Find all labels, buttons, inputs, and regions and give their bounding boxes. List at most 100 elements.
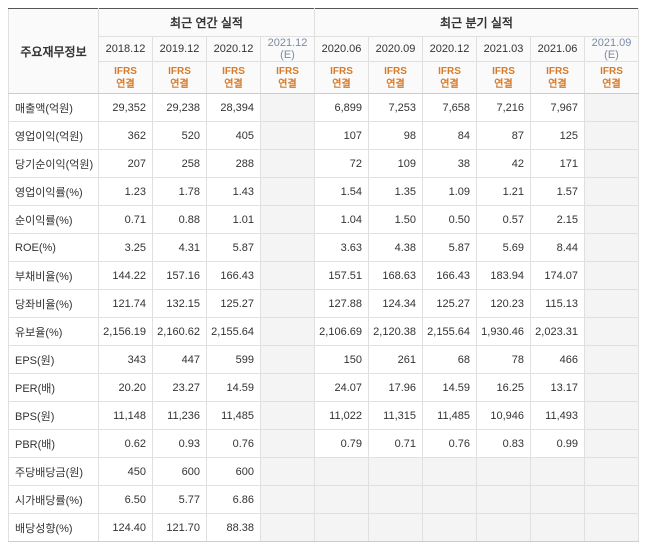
cell-value: 183.94 [477,262,531,290]
cell-value [585,122,639,150]
cell-value [477,458,531,486]
row-label: 당기순이익(억원) [9,150,99,178]
annual-group-header: 최근 연간 실적 [99,9,315,37]
cell-value [585,290,639,318]
cell-value: 88.38 [207,514,261,542]
period-header: 2021.06 [531,37,585,62]
cell-value [261,262,315,290]
period-header: 2019.12 [153,37,207,62]
table-row: 매출액(억원)29,35229,23828,3946,8997,2537,658… [9,94,639,122]
row-label-header: 주요재무정보 [9,9,99,94]
cell-value [315,486,369,514]
cell-value: 0.83 [477,430,531,458]
ifrs-header: IFRS연결 [261,62,315,94]
cell-value [585,178,639,206]
cell-value: 5.69 [477,234,531,262]
cell-value [531,458,585,486]
cell-value: 28,394 [207,94,261,122]
cell-value: 166.43 [207,262,261,290]
cell-value: 0.76 [423,430,477,458]
table-body: 매출액(억원)29,35229,23828,3946,8997,2537,658… [9,94,639,542]
cell-value [585,458,639,486]
cell-value [315,458,369,486]
ifrs-header: IFRS연결 [531,62,585,94]
cell-value: 16.25 [477,374,531,402]
cell-value: 29,238 [153,94,207,122]
cell-value: 1.57 [531,178,585,206]
cell-value [261,234,315,262]
row-label: 당좌비율(%) [9,290,99,318]
table-row: 순이익률(%)0.710.881.011.041.500.500.572.15 [9,206,639,234]
cell-value [261,346,315,374]
cell-value: 29,352 [99,94,153,122]
cell-value [477,514,531,542]
cell-value: 125 [531,122,585,150]
cell-value [261,514,315,542]
cell-value [315,514,369,542]
table-row: ROE(%)3.254.315.873.634.385.875.698.44 [9,234,639,262]
cell-value: 1.23 [99,178,153,206]
cell-value: 7,967 [531,94,585,122]
cell-value: 0.99 [531,430,585,458]
quarter-group-header: 최근 분기 실적 [315,9,639,37]
cell-value [585,402,639,430]
cell-value: 24.07 [315,374,369,402]
cell-value: 115.13 [531,290,585,318]
row-label: 영업이익(억원) [9,122,99,150]
cell-value: 2,160.62 [153,318,207,346]
ifrs-header: IFRS연결 [369,62,423,94]
cell-value: 450 [99,458,153,486]
ifrs-header: IFRS연결 [153,62,207,94]
table-row: 배당성향(%)124.40121.7088.38 [9,514,639,542]
row-label: ROE(%) [9,234,99,262]
cell-value: 2.15 [531,206,585,234]
ifrs-header: IFRS연결 [315,62,369,94]
cell-value: 11,485 [423,402,477,430]
cell-value: 1.50 [369,206,423,234]
cell-value: 157.16 [153,262,207,290]
cell-value: 6.86 [207,486,261,514]
cell-value: 2,023.31 [531,318,585,346]
cell-value: 520 [153,122,207,150]
cell-value [585,94,639,122]
table-row: 유보율(%)2,156.192,160.622,155.642,106.692,… [9,318,639,346]
cell-value: 166.43 [423,262,477,290]
cell-value [261,122,315,150]
cell-value: 7,253 [369,94,423,122]
cell-value: 8.44 [531,234,585,262]
cell-value: 6,899 [315,94,369,122]
cell-value [369,486,423,514]
cell-value [423,486,477,514]
cell-value: 2,155.64 [207,318,261,346]
cell-value: 3.63 [315,234,369,262]
cell-value [531,486,585,514]
table-row: 당좌비율(%)121.74132.15125.27127.88124.34125… [9,290,639,318]
cell-value: 362 [99,122,153,150]
cell-value: 600 [207,458,261,486]
ifrs-header: IFRS연결 [99,62,153,94]
cell-value: 0.71 [369,430,423,458]
cell-value: 10,946 [477,402,531,430]
cell-value [423,458,477,486]
row-label: 배당성향(%) [9,514,99,542]
cell-value: 7,216 [477,94,531,122]
cell-value: 0.71 [99,206,153,234]
cell-value: 150 [315,346,369,374]
cell-value [531,514,585,542]
cell-value: 84 [423,122,477,150]
row-label: PBR(배) [9,430,99,458]
period-row: 2018.122019.122020.122021.12 (E)2020.062… [9,37,639,62]
cell-value: 600 [153,458,207,486]
table-row: 시가배당률(%)6.505.776.86 [9,486,639,514]
cell-value [369,458,423,486]
row-label: 유보율(%) [9,318,99,346]
cell-value: 405 [207,122,261,150]
cell-value: 11,022 [315,402,369,430]
cell-value: 1.01 [207,206,261,234]
row-label: 매출액(억원) [9,94,99,122]
cell-value [585,206,639,234]
cell-value: 13.17 [531,374,585,402]
cell-value: 127.88 [315,290,369,318]
table-row: EPS(원)3434475991502616878466 [9,346,639,374]
cell-value [369,514,423,542]
